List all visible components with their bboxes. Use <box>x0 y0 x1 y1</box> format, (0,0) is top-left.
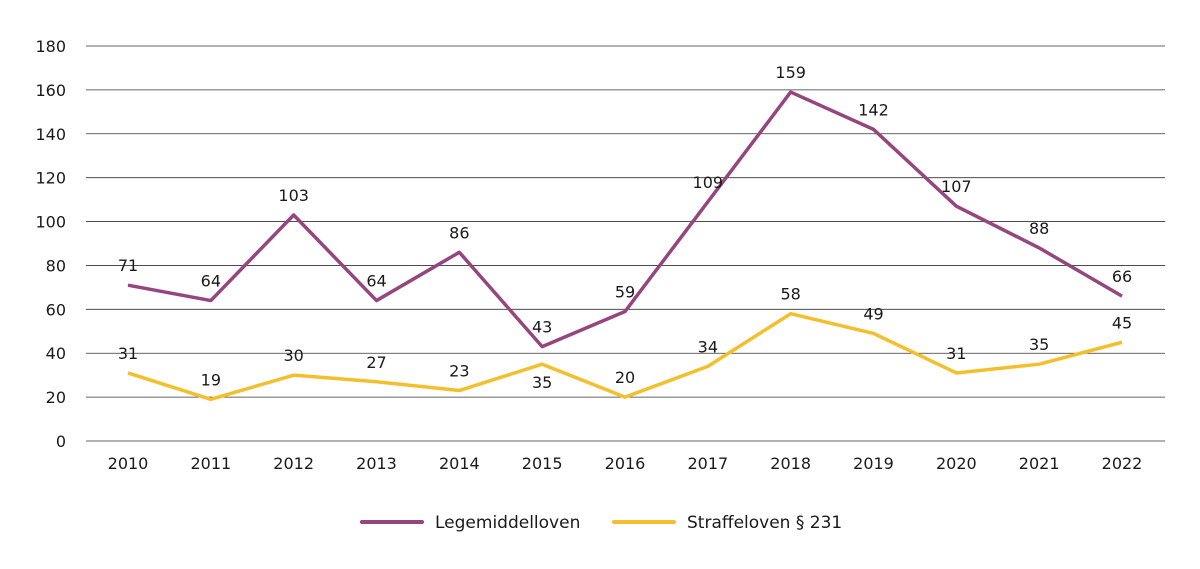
x-tick-label: 2022 <box>1102 454 1143 473</box>
data-label: 88 <box>1029 219 1049 238</box>
y-tick-label: 40 <box>46 344 66 363</box>
data-label: 27 <box>366 353 386 372</box>
data-label: 34 <box>698 337 718 356</box>
legend-label: Legemiddelloven <box>435 513 580 533</box>
gridlines <box>86 45 1165 442</box>
y-tick-label: 100 <box>35 213 66 232</box>
data-label: 71 <box>118 256 138 275</box>
data-label: 43 <box>532 318 552 337</box>
data-label: 59 <box>615 283 635 302</box>
x-tick-label: 2017 <box>687 454 728 473</box>
data-label: 31 <box>946 344 966 363</box>
data-label: 35 <box>532 373 552 392</box>
legend-label: Straffeloven § 231 <box>687 513 842 533</box>
data-label: 23 <box>449 362 469 381</box>
y-tick-label: 0 <box>56 432 66 451</box>
data-label: 58 <box>780 285 800 304</box>
legend: Legemiddelloven Straffeloven § 231 <box>360 513 842 533</box>
x-tick-label: 2012 <box>273 454 314 473</box>
x-tick-label: 2010 <box>108 454 149 473</box>
y-tick-label: 20 <box>46 388 66 407</box>
data-label: 86 <box>449 223 469 242</box>
data-label: 66 <box>1112 267 1132 286</box>
data-label: 103 <box>278 186 309 205</box>
data-label: 19 <box>201 370 221 389</box>
x-tick-label: 2011 <box>190 454 231 473</box>
data-label: 45 <box>1112 313 1132 332</box>
x-tick-label: 2014 <box>439 454 480 473</box>
x-tick-label: 2021 <box>1019 454 1060 473</box>
x-tick-label: 2016 <box>605 454 646 473</box>
series-line-straffeloven <box>127 311 1123 402</box>
series-line-legemiddelloven <box>127 90 1123 349</box>
data-labels: 71 64 103 64 86 43 59 109 159 142 107 88 66 31 19 30 27 2… <box>118 63 1132 392</box>
y-tick-label: 80 <box>46 256 66 275</box>
y-tick-label: 140 <box>35 125 66 144</box>
y-tick-label: 60 <box>46 300 66 319</box>
x-tick-label: 2018 <box>770 454 811 473</box>
data-label: 49 <box>863 304 883 323</box>
data-label: 142 <box>858 100 889 119</box>
data-label: 107 <box>941 177 972 196</box>
data-label: 35 <box>1029 335 1049 354</box>
data-label: 64 <box>201 272 221 291</box>
x-tick-label: 2013 <box>356 454 397 473</box>
y-tick-label: 120 <box>35 169 66 188</box>
data-label: 159 <box>775 63 806 82</box>
x-axis-ticks: 2010 2011 2012 2013 2014 2015 2016 2017 2018 2019… <box>108 454 1143 473</box>
x-tick-label: 2015 <box>522 454 563 473</box>
data-label: 109 <box>693 173 724 192</box>
data-label: 30 <box>283 346 303 365</box>
data-label: 20 <box>615 368 635 387</box>
data-label: 64 <box>366 272 386 291</box>
y-axis-ticks: 0 20 40 60 80 100 120 140 160 180 <box>35 37 66 451</box>
y-tick-label: 180 <box>35 37 66 56</box>
x-tick-label: 2019 <box>853 454 894 473</box>
x-tick-label: 2020 <box>936 454 977 473</box>
data-label: 31 <box>118 344 138 363</box>
series-lines <box>127 90 1123 402</box>
y-tick-label: 160 <box>35 81 66 100</box>
